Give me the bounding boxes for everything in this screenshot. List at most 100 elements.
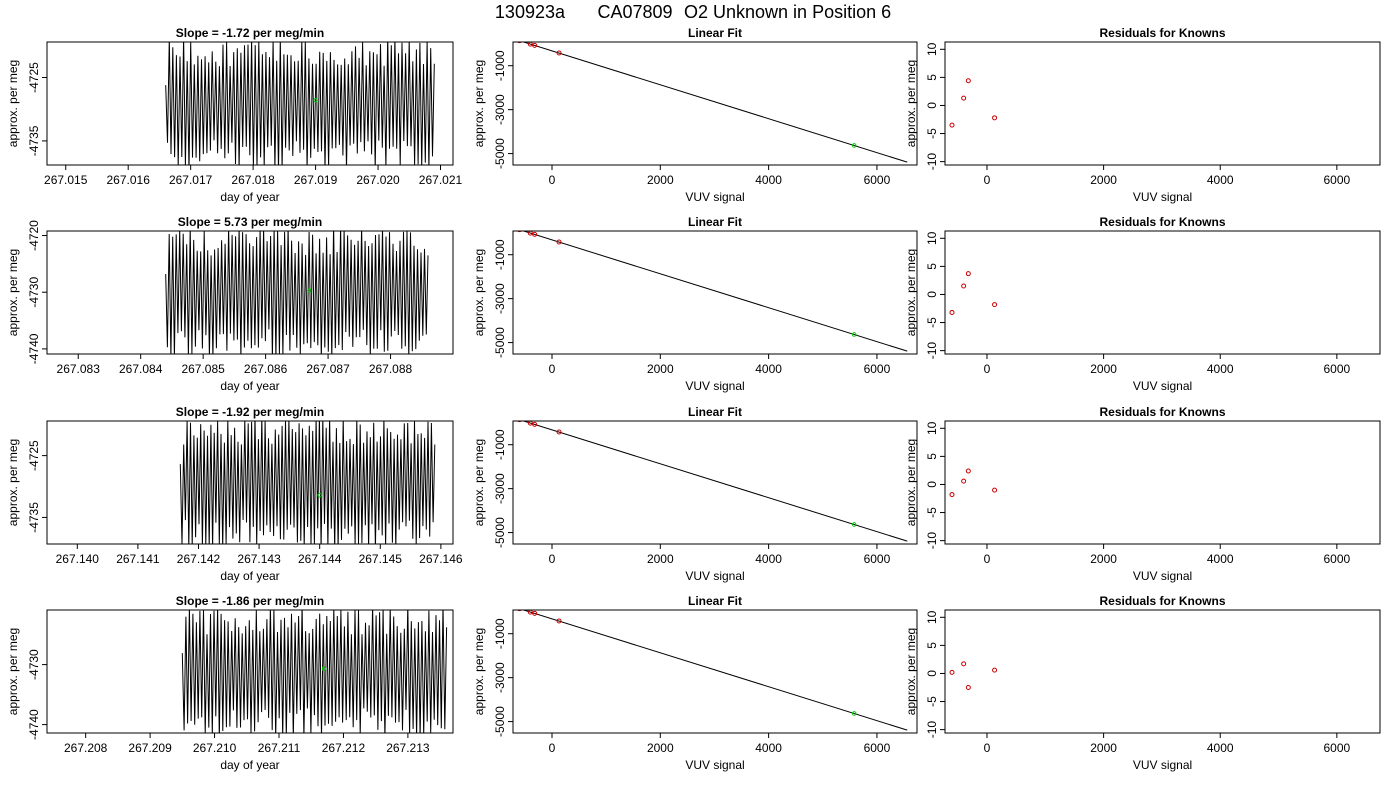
x-tick-label: 6000: [1323, 741, 1350, 755]
known-point: [556, 50, 562, 56]
x-axis-label: VUV signal: [685, 569, 744, 583]
x-tick-label: 267.083: [57, 362, 101, 376]
x-tick-label: 267.085: [181, 362, 225, 376]
figure-title-tank: CA07809: [597, 2, 672, 22]
plot-area: [517, 42, 908, 163]
plot-frame: [512, 230, 918, 355]
panel-r0-c1: Linear Fit 0 2000 4000 6000 -1000 -3000 -5000 VU…: [472, 26, 918, 204]
y-tick-label: -5000: [493, 706, 507, 737]
x-tick-label: 2000: [647, 362, 674, 376]
residual-point: [992, 667, 998, 673]
plot-frame: [944, 609, 1381, 734]
y-tick-label: -3000: [493, 473, 507, 504]
y-tick-label: -5: [925, 128, 939, 139]
x-axis-label: day of year: [220, 379, 279, 393]
y-tick-label: -4730: [27, 277, 41, 308]
unknown-point: [851, 711, 857, 716]
x-tick-label: 0: [549, 552, 556, 566]
x-tick-label: 267.021: [419, 173, 463, 187]
highlight-point: [321, 666, 327, 672]
x-axis-label: VUV signal: [685, 190, 744, 204]
highlight-point: [313, 98, 318, 103]
x-tick-label: 2000: [647, 173, 674, 187]
residual-point: [992, 115, 998, 121]
y-tick-label: 0: [925, 102, 939, 109]
x-tick-label: 267.143: [237, 552, 281, 566]
known-point: [517, 42, 522, 44]
y-tick-label: -5: [925, 317, 939, 328]
residual-point: [949, 492, 955, 498]
y-tick-label: 0: [925, 481, 939, 488]
y-tick-label: -4725: [27, 440, 41, 471]
x-tick-label: 267.015: [44, 173, 88, 187]
plot-frame: [944, 420, 1381, 545]
x-tick-label: 267.208: [64, 741, 108, 755]
known-point: [532, 610, 538, 616]
x-tick-label: 4000: [755, 741, 782, 755]
x-tick-label: 267.145: [359, 552, 403, 566]
plot-area: [949, 271, 998, 315]
x-tick-label: 0: [549, 362, 556, 376]
x-tick-label: 267.142: [177, 552, 221, 566]
known-point: [556, 618, 562, 624]
x-tick-label: 267.141: [116, 552, 160, 566]
known-point: [556, 239, 562, 245]
y-axis-label: approx. per meg: [6, 439, 20, 526]
plot-area: [949, 468, 998, 498]
y-axis-label: approx. per meg: [6, 249, 20, 336]
x-tick-label: 267.146: [419, 552, 463, 566]
plot-area: [165, 231, 429, 354]
known-point: [517, 610, 522, 612]
x-tick-label: 267.210: [193, 741, 237, 755]
figure-title-description: O2 Unknown in Position 6: [684, 2, 891, 22]
x-tick-label: 6000: [1323, 173, 1350, 187]
x-tick-label: 4000: [755, 173, 782, 187]
panel-r0-c0: Slope = -1.72 per meg/min 267.015 267.016 2…: [6, 26, 463, 204]
x-tick-label: 4000: [1207, 552, 1234, 566]
known-point: [517, 421, 522, 423]
x-tick-label: 6000: [864, 362, 891, 376]
y-tick-label: -1000: [493, 618, 507, 649]
x-tick-label: 0: [549, 741, 556, 755]
residual-point: [992, 487, 998, 493]
panel-title: Slope = -1.92 per meg/min: [176, 405, 324, 419]
known-point: [532, 421, 538, 427]
residual-point: [961, 478, 967, 484]
plot-area: [165, 42, 435, 165]
signal-trace: [179, 421, 436, 544]
panel-r1-c1: Linear Fit 0 2000 4000 6000 -1000 -3000 -5000 VU…: [472, 215, 918, 393]
x-axis-label: VUV signal: [1133, 190, 1192, 204]
residual-point: [961, 283, 967, 289]
y-tick-label: -4740: [27, 333, 41, 364]
x-tick-label: 267.211: [258, 741, 301, 755]
panel-title: Residuals for Knowns: [1099, 594, 1225, 608]
plot-area: [517, 610, 908, 731]
fit-line: [522, 610, 908, 731]
plot-frame: [512, 41, 918, 166]
x-tick-label: 2000: [647, 552, 674, 566]
x-axis-label: day of year: [220, 569, 279, 583]
panel-r3-c1: Linear Fit 0 2000 4000 6000 -1000 -3000 -5000 VU…: [472, 594, 918, 772]
x-axis-label: VUV signal: [685, 758, 744, 772]
y-tick-label: -5: [925, 507, 939, 518]
y-axis-label: approx. per meg: [904, 60, 918, 147]
x-tick-label: 267.019: [294, 173, 338, 187]
x-tick-label: 6000: [864, 552, 891, 566]
y-tick-label: 0: [925, 670, 939, 677]
x-tick-label: 2000: [1090, 741, 1117, 755]
plot-area: [517, 231, 908, 352]
x-tick-label: 4000: [755, 362, 782, 376]
y-tick-label: -5000: [493, 327, 507, 358]
x-tick-label: 0: [549, 173, 556, 187]
x-tick-label: 2000: [647, 741, 674, 755]
x-tick-label: 2000: [1090, 362, 1117, 376]
fit-line: [522, 421, 908, 542]
y-tick-label: 5: [925, 642, 939, 649]
known-point: [532, 231, 538, 237]
residual-point: [965, 468, 971, 474]
y-axis-label: approx. per meg: [904, 628, 918, 715]
plot-frame: [944, 41, 1381, 166]
x-tick-label: 6000: [864, 741, 891, 755]
y-tick-label: -4740: [27, 709, 41, 740]
